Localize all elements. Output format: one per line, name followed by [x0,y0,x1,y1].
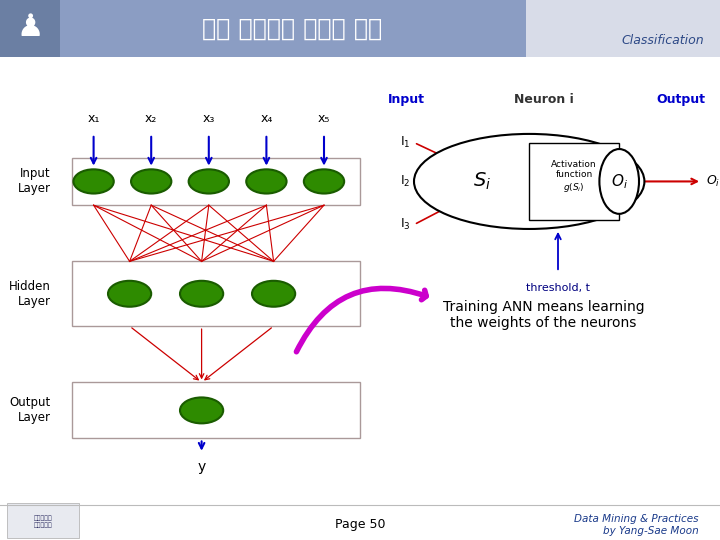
Text: Neuron i: Neuron i [514,93,573,106]
Text: ♟: ♟ [17,13,44,42]
FancyBboxPatch shape [7,503,79,538]
Text: I$_2$: I$_2$ [400,174,410,189]
Text: w$_{i3}$: w$_{i3}$ [451,189,467,201]
Ellipse shape [600,149,639,214]
Circle shape [180,281,223,307]
Text: Input
Layer: Input Layer [17,167,50,195]
Circle shape [180,397,223,423]
Text: I$_3$: I$_3$ [400,217,410,232]
Text: Classification: Classification [622,35,704,48]
Text: w$_{i2}$: w$_{i2}$ [451,167,467,179]
FancyArrowPatch shape [297,288,426,352]
FancyBboxPatch shape [0,0,526,57]
Text: Hidden
Layer: Hidden Layer [9,280,50,308]
FancyBboxPatch shape [0,0,60,57]
Text: y: y [197,460,206,474]
Circle shape [131,170,171,193]
Ellipse shape [414,134,644,229]
Text: Page 50: Page 50 [335,518,385,531]
Text: x₅: x₅ [318,112,330,125]
Text: $O_i$: $O_i$ [611,172,628,191]
Text: threshold, t: threshold, t [526,283,590,293]
Text: 강원대학교
컴퓨터학과: 강원대학교 컴퓨터학과 [34,516,53,528]
Text: Training ANN means learning
the weights of the neurons: Training ANN means learning the weights … [443,300,644,330]
Circle shape [246,170,287,193]
Text: $S_i$: $S_i$ [473,171,492,192]
Text: 인공 신경망의 일반적 구조: 인공 신경망의 일반적 구조 [202,16,382,40]
Text: x₃: x₃ [202,112,215,125]
Text: Output
Layer: Output Layer [9,396,50,424]
Text: x₄: x₄ [260,112,273,125]
Circle shape [252,281,295,307]
Text: w$_{i1}$: w$_{i1}$ [451,148,467,160]
Text: $O_i$: $O_i$ [706,174,720,189]
Text: Activation
function
$g(S_i)$: Activation function $g(S_i)$ [552,160,597,194]
Text: Output: Output [656,93,705,106]
Text: x₁: x₁ [87,112,100,125]
Text: Input: Input [388,93,426,106]
Circle shape [108,281,151,307]
Text: I$_1$: I$_1$ [400,135,410,150]
FancyBboxPatch shape [529,143,619,220]
Text: x₂: x₂ [145,112,158,125]
Circle shape [304,170,344,193]
Text: Data Mining & Practices
by Yang-Sae Moon: Data Mining & Practices by Yang-Sae Moon [574,514,698,536]
Circle shape [189,170,229,193]
Circle shape [73,170,114,193]
FancyBboxPatch shape [526,0,720,57]
